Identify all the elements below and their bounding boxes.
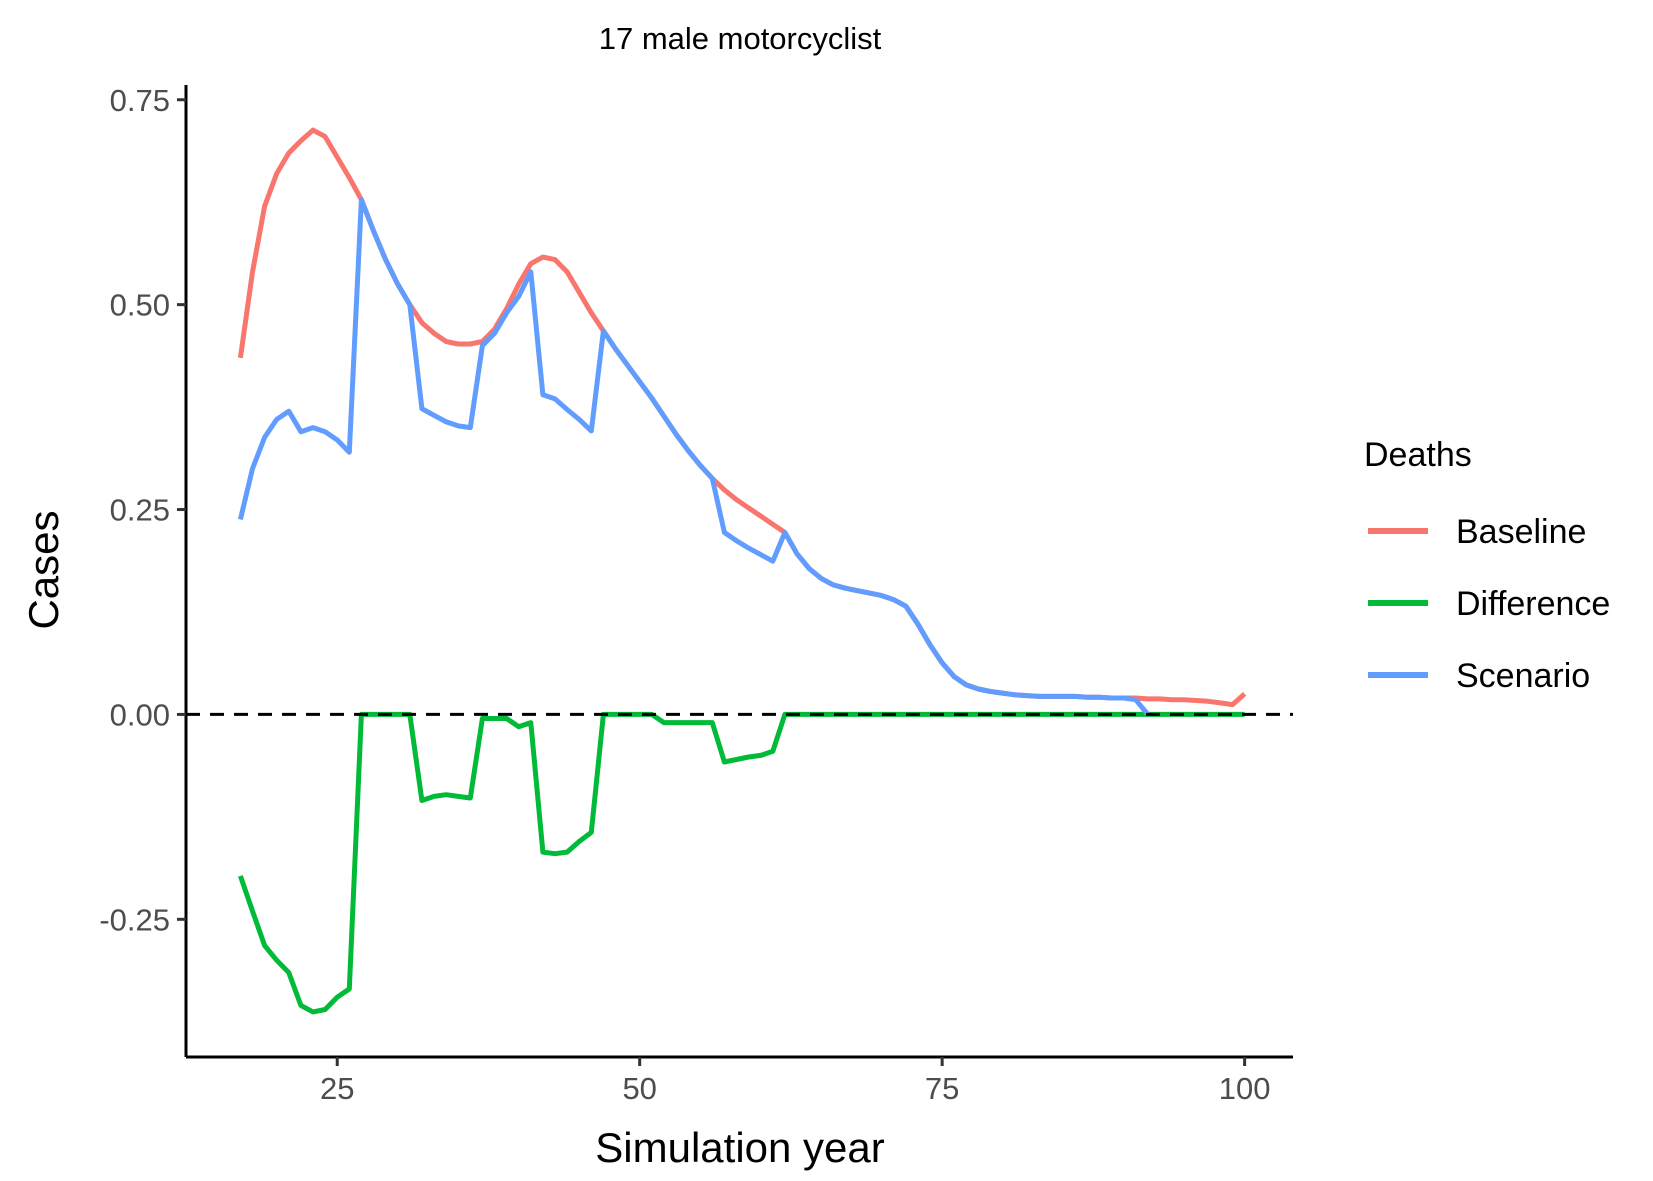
legend-title: Deaths	[1364, 436, 1472, 474]
x-tick-label: 25	[320, 1071, 354, 1106]
y-tick-label: 0.50	[110, 288, 170, 323]
x-tick-label: 75	[925, 1071, 959, 1106]
series-line-difference	[238, 711, 1245, 1015]
y-tick-label: 0.25	[110, 493, 170, 528]
series-line-scenario	[237, 197, 1150, 716]
series-line-baseline	[237, 127, 1247, 708]
y-tick-label: -0.25	[99, 902, 170, 937]
chart-title: 17 male motorcyclist	[599, 21, 882, 56]
legend-label-difference: Difference	[1456, 585, 1610, 623]
legend-label-scenario: Scenario	[1456, 657, 1590, 695]
y-tick-label: 0.00	[110, 697, 170, 732]
y-axis-title: Cases	[20, 510, 67, 629]
x-tick-label: 50	[622, 1071, 656, 1106]
legend-items: Baseline Difference Scenario	[1368, 513, 1610, 695]
x-axis-ticks: 25 50 75 100	[320, 1057, 1270, 1106]
y-axis-ticks: -0.25 0.00 0.25 0.50 0.75	[99, 83, 186, 937]
y-tick-label: 0.75	[110, 83, 170, 118]
x-axis-title: Simulation year	[595, 1124, 884, 1171]
legend-label-baseline: Baseline	[1456, 513, 1586, 551]
legend: Deaths Baseline Difference Scenario	[1364, 436, 1610, 695]
x-tick-label: 100	[1219, 1071, 1271, 1106]
series-layer	[237, 127, 1247, 1015]
